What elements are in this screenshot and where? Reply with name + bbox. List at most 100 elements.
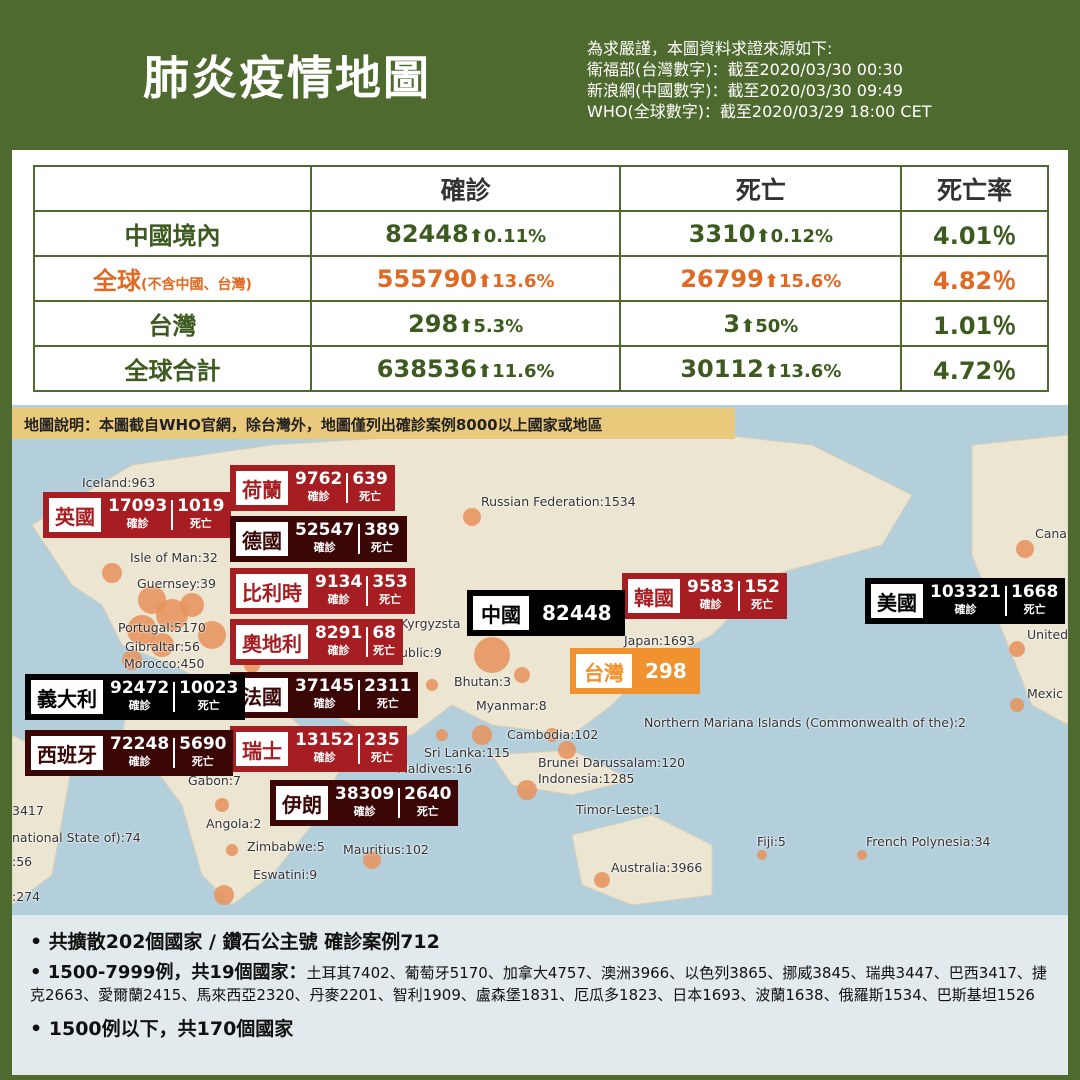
confirmed-cell: 13152 確診 [295, 730, 355, 765]
up-arrow-icon: ⬆ [740, 315, 756, 337]
table-header: 確診 死亡 死亡率 [33, 165, 1049, 212]
callout-country[interactable]: 荷蘭 9762 確診 639 死亡 [230, 465, 395, 511]
confirmed-count: 82448 [542, 601, 612, 625]
deaths-cell: 353 死亡 [372, 572, 408, 607]
case-bubble [472, 725, 492, 745]
divider [358, 524, 361, 554]
divider [358, 680, 361, 710]
callout-country[interactable]: 美國 103321 確診 1668 死亡 [865, 578, 1066, 624]
up-arrow-icon: ⬆ [468, 225, 484, 247]
map-label: Cana [1035, 526, 1067, 541]
stats-table: 確診 死亡 死亡率 中國境內 82448⬆0.11% 3310⬆0.12% 4.01… [33, 165, 1049, 392]
deaths-cell: 30112⬆13.6% [619, 345, 903, 392]
callout-country[interactable]: 德國 52547 確診 389 死亡 [230, 516, 407, 562]
case-bubble [594, 872, 610, 888]
callout-china[interactable]: 中國 82448 [467, 590, 625, 636]
map-label: Mexic [1027, 686, 1063, 701]
country-name: 美國 [871, 584, 923, 618]
callout-country[interactable]: 奧地利 8291 確診 68 死亡 [230, 619, 403, 665]
deaths-cell: 235 死亡 [364, 730, 400, 765]
map-label: Morocco:450 [124, 656, 205, 671]
map-label: Bhutan:3 [454, 674, 512, 689]
map-label: Gibraltar:56 [125, 639, 200, 654]
confirmed-cell: 638536⬆11.6% [309, 345, 622, 392]
map-label: Maldives:16 [397, 761, 473, 776]
map-label: Brunei Darussalam:120 [538, 755, 686, 770]
country-name: 奧地利 [236, 625, 308, 659]
rate-cell: 4.82％ [900, 255, 1049, 302]
map-label: 3417 [12, 803, 44, 818]
callout-taiwan[interactable]: 台灣 298 [570, 648, 700, 694]
callout-country[interactable]: 伊朗 38309 確診 2640 死亡 [270, 780, 459, 826]
case-bubble [102, 563, 122, 583]
rate-cell: 1.01％ [900, 300, 1049, 347]
map-label: Cambodia:102 [507, 727, 599, 742]
up-arrow-icon: ⬆ [458, 315, 474, 337]
up-arrow-icon: ⬆ [477, 270, 493, 292]
case-bubble [857, 850, 867, 860]
deaths-cell: 639 死亡 [352, 469, 388, 504]
deaths-cell: 1019 死亡 [177, 496, 225, 531]
source-line: WHO(全球數字)：截至2020/03/29 18:00 CET [587, 102, 932, 121]
case-bubble [226, 844, 238, 856]
table-row: 中國境內 82448⬆0.11% 3310⬆0.12% 4.01％ [33, 210, 1049, 257]
map-label: Portugal:5170 [118, 620, 206, 635]
row-label: 全球合計 [33, 345, 312, 392]
case-bubble [463, 508, 481, 526]
case-bubble [156, 599, 188, 631]
confirmed-cell: 298⬆5.3% [309, 300, 622, 347]
confirmed-cell: 8291 確診 [315, 623, 363, 658]
callout-country[interactable]: 瑞士 13152 確診 235 死亡 [230, 726, 407, 772]
map-label: Zimbabwe:5 [247, 839, 325, 854]
confirmed-cell: 38309 確診 [335, 784, 395, 819]
country-name: 瑞士 [236, 732, 288, 766]
case-bubble [180, 593, 204, 617]
case-bubble [436, 729, 448, 741]
summary-mid: • 1500-7999例，共19個國家：土耳其7402、葡萄牙5170、加拿大4… [30, 962, 1050, 1006]
header-cell [33, 165, 312, 212]
up-arrow-icon: ⬆ [755, 225, 771, 247]
deaths-cell: 389 死亡 [364, 520, 400, 555]
up-arrow-icon: ⬆ [763, 360, 779, 382]
case-bubble [1009, 641, 1025, 657]
map-label: Japan:1693 [624, 633, 695, 648]
confirmed-cell: 82448⬆0.11% [309, 210, 622, 257]
summary-mid-list: 土耳其7402、葡萄牙5170、加拿大4757、澳洲3966、以色列3865、挪… [30, 964, 1047, 1004]
country-name: 西班牙 [31, 736, 103, 770]
callout-country[interactable]: 義大利 92472 確診 10023 死亡 [25, 674, 246, 720]
callout-country[interactable]: 韓國 9583 確診 152 死亡 [622, 573, 787, 619]
map-label: Iceland:963 [82, 475, 156, 490]
country-name: 台灣 [576, 654, 632, 688]
deaths-cell: 68 死亡 [372, 623, 396, 658]
row-label: 中國境內 [33, 210, 312, 257]
case-bubble [757, 850, 767, 860]
country-name: 中國 [473, 596, 529, 630]
summary-mid-head: • 1500-7999例，共19個國家： [30, 962, 307, 983]
case-bubble [545, 728, 559, 742]
callout-country[interactable]: 西班牙 72248 確診 5690 死亡 [25, 730, 234, 776]
summary-low: • 1500例以下，共170個國家 [30, 1018, 294, 1040]
summary-total: • 共擴散202個國家 / 鑽石公主號 確診案例712 [30, 931, 440, 953]
case-bubble [150, 633, 174, 657]
map-label: Indonesia:1285 [538, 771, 635, 786]
case-bubble [198, 621, 226, 649]
up-arrow-icon: ⬆ [763, 270, 779, 292]
confirmed-cell: 72248 確診 [110, 734, 170, 769]
confirmed-cell: 92472 確診 [110, 678, 170, 713]
country-name: 伊朗 [276, 786, 328, 820]
source-notes: 為求嚴謹，本圖資料求證來源如下: 衛福部(台灣數字)：截至2020/03/30 … [587, 38, 932, 122]
country-name: 德國 [236, 522, 288, 556]
callout-country[interactable]: 法國 37145 確診 2311 死亡 [230, 672, 419, 718]
rate-cell: 4.01％ [900, 210, 1049, 257]
case-bubble [122, 650, 142, 670]
source-line: 為求嚴謹，本圖資料求證來源如下: [587, 39, 833, 58]
map-label: Eswatini:9 [253, 867, 318, 882]
deaths-cell: 2640 死亡 [404, 784, 452, 819]
map-label: Gabon:7 [188, 773, 242, 788]
summary: • 共擴散202個國家 / 鑽石公主號 確診案例712 • 1500-7999例… [12, 915, 1068, 1075]
callout-country[interactable]: 比利時 9134 確診 353 死亡 [230, 568, 415, 614]
callout-country[interactable]: 英國 17093 確診 1019 死亡 [43, 492, 232, 538]
confirmed-cell: 9134 確診 [315, 572, 363, 607]
case-bubble [426, 679, 438, 691]
divider [173, 682, 176, 712]
